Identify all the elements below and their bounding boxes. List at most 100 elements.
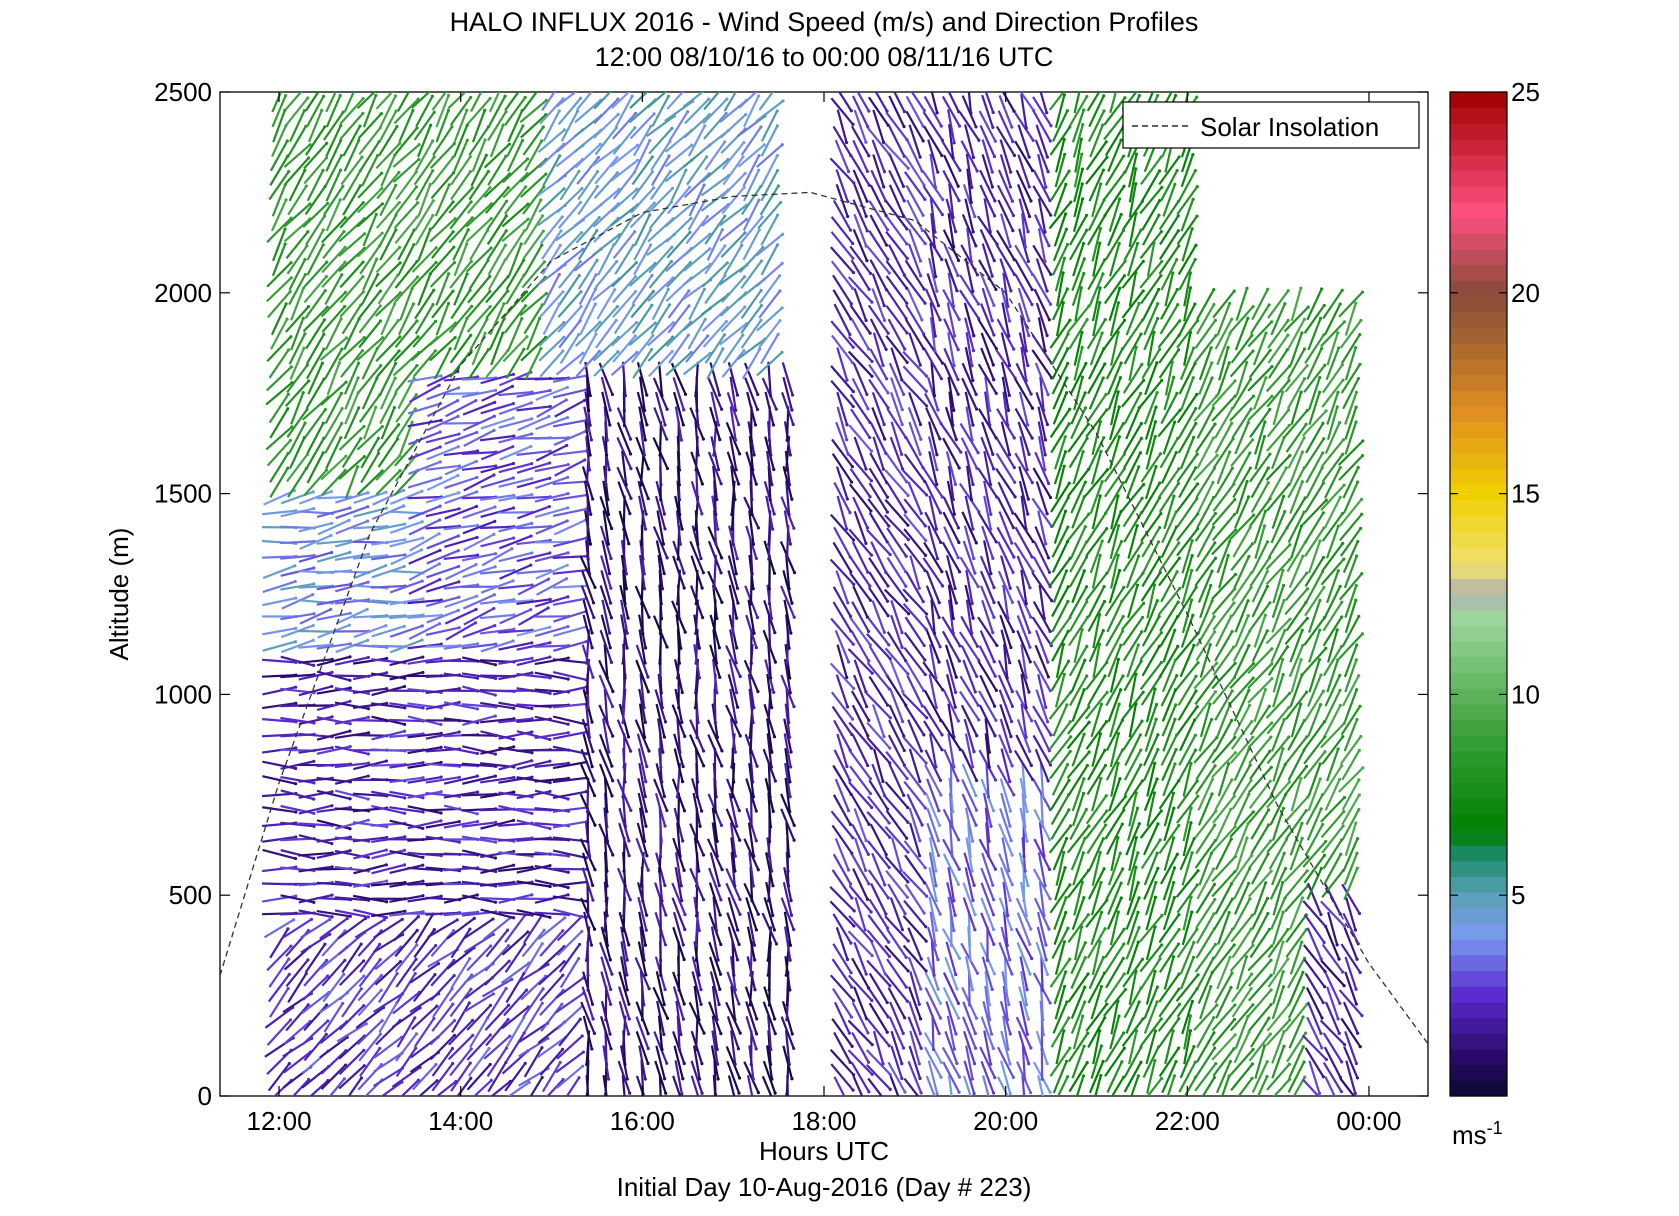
wind-vector: [429, 1019, 456, 1046]
wind-vector: [943, 526, 960, 559]
wind-vector: [650, 304, 671, 335]
wind-vector-head: [342, 229, 346, 234]
wind-vector-head: [623, 884, 627, 888]
wind-vector-head: [511, 536, 516, 540]
wind-vector-head: [906, 806, 910, 810]
wind-vector-head: [398, 959, 403, 964]
wind-vector: [903, 215, 927, 245]
wind-vector: [556, 1005, 583, 1030]
wind-vector: [755, 143, 784, 168]
wind-vector: [946, 882, 957, 916]
wind-vector-head: [689, 82, 692, 85]
wind-vector: [414, 304, 434, 335]
wind-vector-head: [718, 675, 722, 679]
wind-vector-head: [720, 764, 724, 768]
wind-vector-head: [523, 304, 528, 308]
wind-vector-head: [289, 276, 293, 280]
wind-vector: [542, 273, 561, 306]
wind-vector: [271, 243, 287, 277]
wind-vector: [888, 244, 906, 276]
wind-vector-head: [882, 140, 886, 144]
wind-vector: [379, 362, 397, 395]
wind-vector-head: [394, 391, 398, 395]
wind-vector: [942, 229, 960, 261]
wind-vector: [412, 1063, 437, 1091]
wind-vector-head: [566, 886, 570, 890]
wind-vector-head: [906, 939, 910, 943]
wind-vector-head: [385, 835, 389, 840]
wind-vector: [577, 185, 599, 216]
wind-vector: [966, 465, 973, 500]
wind-vector: [782, 466, 793, 500]
wind-vector-head: [611, 853, 615, 857]
wind-vector-head: [701, 571, 705, 575]
wind-vector-head: [326, 1019, 330, 1023]
wind-vector: [689, 540, 705, 574]
wind-vector-head: [918, 779, 922, 783]
wind-vector: [929, 733, 937, 768]
wind-vector-head: [906, 880, 910, 884]
wind-vector-head: [663, 824, 667, 828]
wind-vector-head: [971, 423, 975, 427]
wind-vector-head: [397, 170, 401, 175]
wind-vector: [740, 304, 763, 334]
wind-vector-head: [785, 1018, 789, 1022]
wind-vector-head: [591, 898, 595, 902]
wind-vector: [929, 644, 937, 679]
wind-vector: [868, 378, 889, 409]
wind-vector-head: [917, 1062, 921, 1066]
wind-vector: [271, 95, 287, 128]
wind-vector: [444, 536, 478, 548]
wind-vector: [598, 659, 614, 692]
wind-vector: [546, 1078, 564, 1096]
wind-vector: [603, 644, 609, 679]
wind-vector: [872, 436, 885, 470]
wind-vector: [851, 734, 869, 767]
wind-vector: [417, 273, 432, 306]
wind-vector-head: [580, 1034, 584, 1038]
wind-vector-head: [700, 1107, 703, 1110]
wind-vector: [479, 613, 515, 620]
wind-vector-head: [792, 927, 796, 932]
wind-vector-head: [733, 988, 737, 992]
wind-vector: [262, 806, 297, 814]
wind-vector: [727, 896, 739, 931]
wind-vector-head: [864, 972, 868, 976]
wind-vector: [574, 99, 602, 124]
wind-vector-head: [347, 623, 351, 627]
wind-vector-head: [361, 260, 365, 264]
wind-vector-head: [343, 216, 347, 220]
wind-vector-head: [698, 824, 702, 828]
wind-vector: [871, 407, 886, 440]
wind-vector: [371, 910, 406, 918]
wind-vector-head: [738, 897, 742, 902]
wind-vector: [767, 644, 772, 679]
wind-vector-head: [589, 512, 593, 516]
wind-vector-head: [663, 987, 667, 992]
wind-vector: [466, 1004, 492, 1031]
wind-vector: [903, 275, 926, 304]
wind-vector: [658, 807, 663, 842]
wind-vector: [502, 291, 528, 318]
wind-vector: [962, 183, 976, 217]
wind-vector-head: [869, 479, 873, 483]
wind-vector-head: [284, 302, 288, 306]
wind-vector: [633, 244, 652, 276]
wind-vector-head: [696, 542, 700, 546]
wind-vector-head: [591, 883, 595, 888]
wind-vector-head: [493, 505, 497, 509]
wind-vector-head: [471, 83, 474, 86]
wind-vector: [580, 585, 595, 618]
wind-vector-head: [465, 123, 469, 127]
wind-vector-head: [665, 437, 669, 441]
wind-vector: [668, 111, 689, 142]
wind-vector: [664, 144, 693, 168]
wind-vector-head: [752, 705, 756, 710]
wind-vector-head: [483, 331, 487, 335]
wind-vector-head: [475, 893, 479, 897]
wind-vector-head: [971, 289, 975, 293]
wind-vector: [338, 217, 366, 243]
wind-vector-head: [848, 511, 852, 515]
wind-vector-head: [628, 898, 632, 902]
wind-vector-head: [677, 483, 681, 487]
